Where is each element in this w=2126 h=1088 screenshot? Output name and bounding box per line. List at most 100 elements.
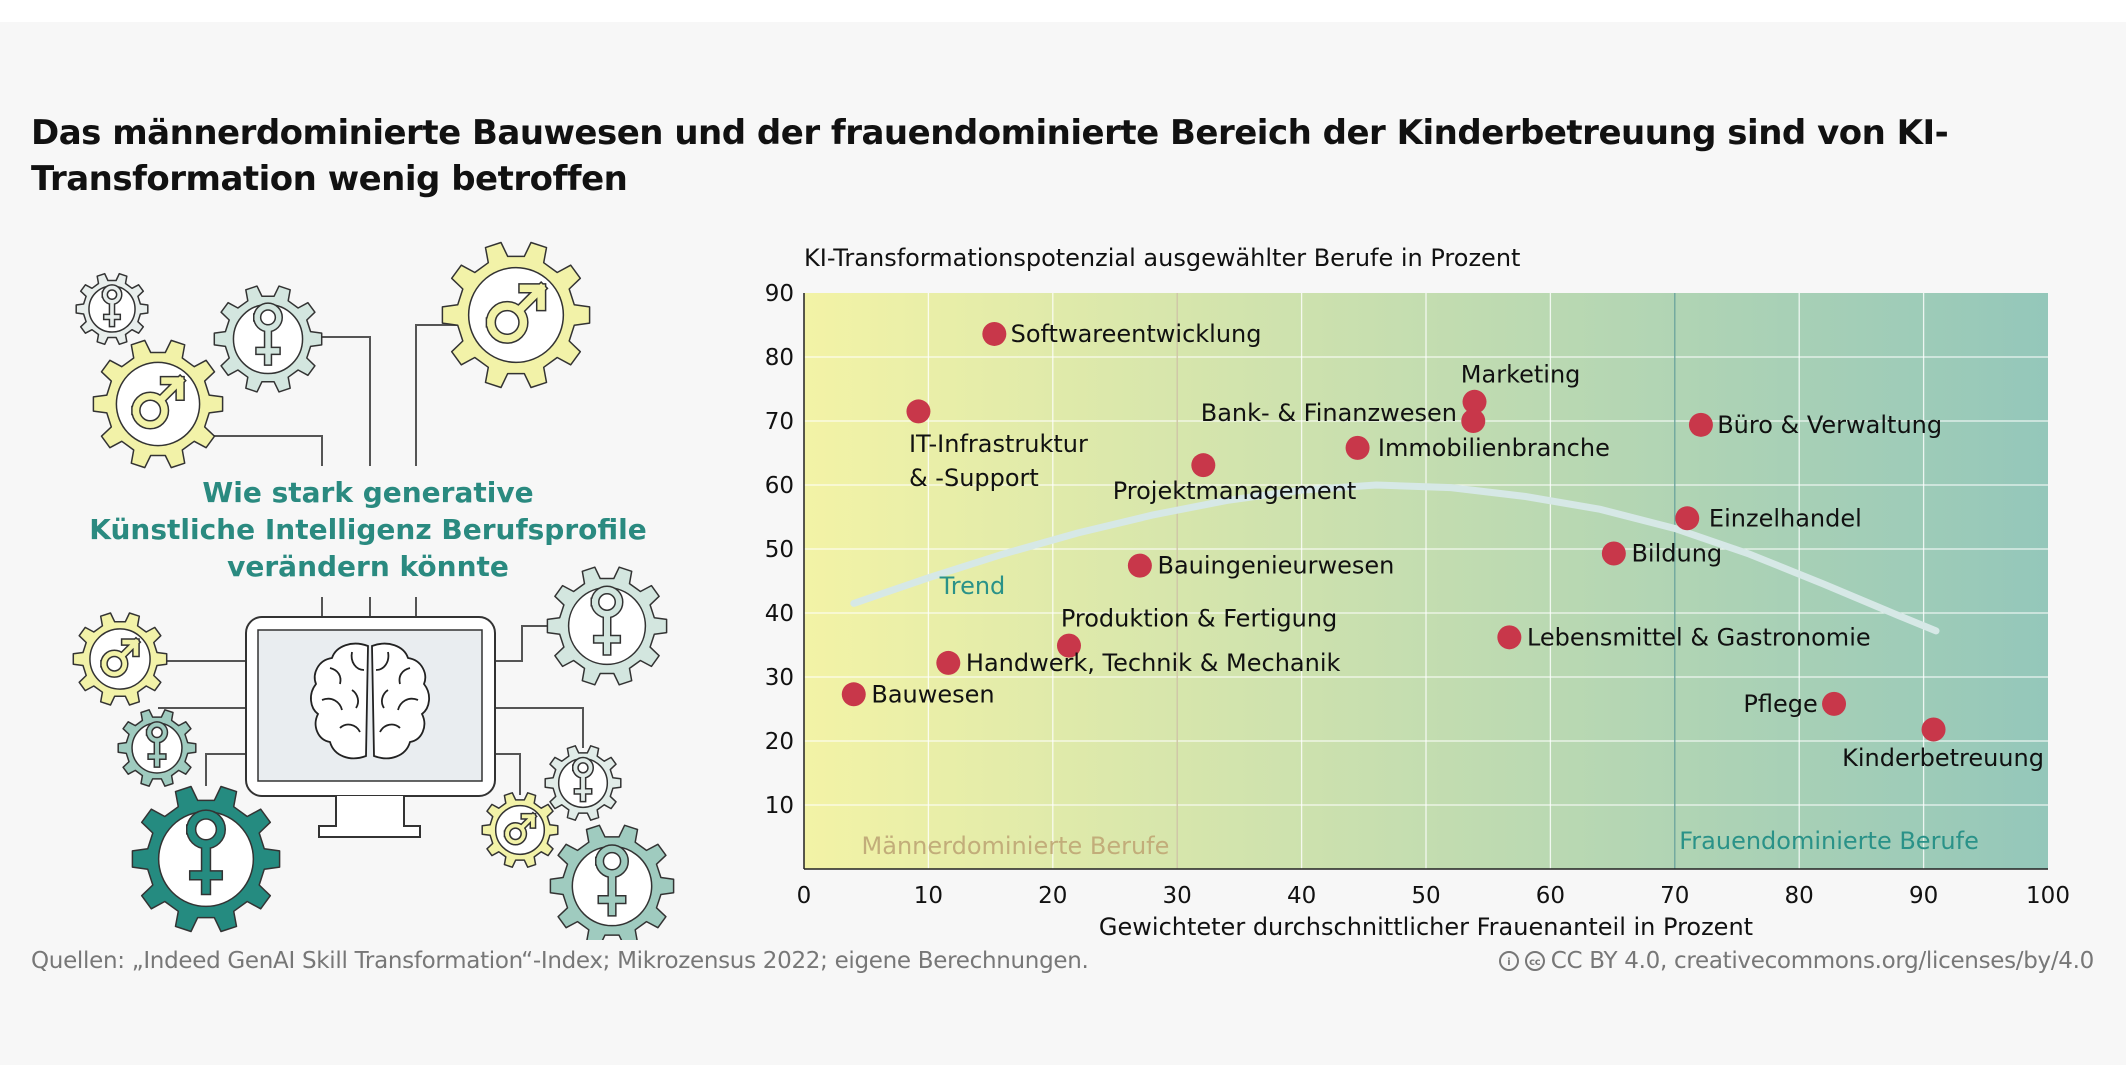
brain-icon: [310, 642, 430, 760]
point-label: Bank- & Finanzwesen: [1201, 399, 1457, 427]
y-tick-label: 20: [765, 729, 794, 755]
data-point: Softwareentwicklung: [982, 320, 1262, 348]
x-tick-label: 30: [1163, 883, 1192, 909]
gear-female-icon: [549, 824, 675, 940]
point-marker: [1601, 541, 1626, 566]
point-marker: [1127, 553, 1152, 578]
data-point: Projektmanagement: [1113, 453, 1357, 505]
point-marker: [1822, 691, 1847, 716]
point-marker: [1497, 625, 1522, 650]
connector-line: [495, 753, 521, 795]
point-marker: [982, 321, 1007, 346]
data-point: Büro & Verwaltung: [1688, 411, 1942, 439]
region-label: Frauendominierte Berufe: [1679, 827, 1979, 855]
data-point: Lebensmittel & Gastronomie: [1497, 623, 1871, 651]
trend-curve: [850, 481, 1940, 635]
data-point: Produktion & Fertigung: [1056, 605, 1337, 658]
trend-label: Trend: [939, 572, 1006, 600]
point-label: Produktion & Fertigung: [1061, 605, 1337, 633]
connector-line: [495, 707, 584, 748]
point-label: Einzelhandel: [1709, 504, 1862, 532]
gear-female-icon: [546, 566, 668, 686]
gears: [72, 241, 675, 940]
point-marker: [1688, 412, 1713, 437]
data-point: Einzelhandel: [1675, 504, 1862, 532]
connector-lines: [158, 324, 584, 795]
y-tick-label: 50: [765, 537, 794, 563]
x-tick-label: 100: [2026, 883, 2070, 909]
y-tick-label: 70: [765, 409, 794, 435]
axes: 0 10 20 30 40 50 60 70 80 90 100 10 20 30 40 50 60 70 80 90: [765, 281, 2070, 909]
data-point: Kinderbetreuung: [1842, 717, 2044, 772]
data-point: Handwerk, Technik & Mechanik: [936, 649, 1341, 677]
license-text: CC BY 4.0, creativecommons.org/licenses/…: [1550, 948, 2095, 974]
scatter-chart: KI-Transformationspotenzial ausgewählter…: [765, 244, 2070, 940]
x-tick-label: 20: [1038, 883, 1067, 909]
point-marker: [1461, 409, 1486, 433]
gear-female-icon: [213, 285, 323, 393]
point-label: Bauingenieurwesen: [1158, 552, 1395, 580]
gear-female-icon: [75, 272, 149, 346]
y-tick-label: 90: [765, 281, 794, 307]
point-marker: [936, 650, 961, 675]
page-title: Das männerdominierte Bauwesen und der fr…: [31, 113, 1949, 199]
license-note[interactable]: i cc CC BY 4.0, creativecommons.org/lice…: [1498, 948, 2095, 974]
cc-icon: cc: [1524, 951, 1545, 971]
trend-line: Trend: [850, 481, 1940, 635]
illustration-line-3: verändern könnte: [227, 550, 509, 583]
gear-male-icon: [441, 241, 591, 389]
point-label: Büro & Verwaltung: [1717, 411, 1942, 439]
point-marker: [1191, 453, 1216, 478]
connector-line: [415, 324, 459, 466]
gear-male-icon: [481, 792, 559, 868]
data-point: Immobilienbranche: [1345, 434, 1610, 462]
point-label: Immobilienbranche: [1378, 434, 1610, 462]
data-point: Bauingenieurwesen: [1127, 552, 1395, 580]
illustration-line-2: Künstliche Intelligenz Berufsprofile: [89, 513, 646, 546]
data-points: Softwareentwicklung IT-Infrastruktur & -Su…: [841, 320, 2044, 772]
y-tick-label: 80: [765, 345, 794, 371]
y-tick-label: 30: [765, 665, 794, 691]
source-note: Quellen: „Indeed GenAI Skill Transformat…: [31, 948, 1089, 974]
y-tick-label: 10: [765, 793, 794, 819]
point-label: Bildung: [1631, 539, 1722, 567]
x-tick-label: 70: [1660, 883, 1689, 909]
cc-by-icon: i: [1498, 951, 1519, 971]
x-tick-label: 60: [1536, 883, 1565, 909]
point-marker: [841, 682, 866, 707]
connector-line: [308, 336, 371, 466]
data-point: Bildung: [1601, 539, 1722, 567]
chart-title: KI-Transformationspotenzial ausgewählter…: [804, 244, 1520, 272]
point-marker: [1345, 435, 1370, 460]
point-label: IT-Infrastruktur: [909, 430, 1088, 458]
data-point: Marketing: [1461, 361, 1580, 414]
point-label: Pflege: [1743, 690, 1817, 718]
connector-line: [205, 753, 246, 786]
data-point: Bank- & Finanzwesen: [1201, 399, 1486, 433]
region-label: Männerdominierte Berufe: [862, 832, 1170, 860]
monitor-icon: [245, 616, 496, 838]
point-label: Projektmanagement: [1113, 477, 1357, 505]
illustration: Wie stark generative Künstliche Intellig…: [72, 241, 675, 940]
x-tick-label: 0: [797, 883, 812, 909]
x-axis-label: Gewichteter durchschnittlicher Frauenant…: [1099, 913, 1753, 940]
y-tick-label: 60: [765, 473, 794, 499]
point-marker: [1056, 633, 1081, 658]
point-marker: [1921, 717, 1946, 742]
data-point: Bauwesen: [841, 680, 995, 708]
point-label: Handwerk, Technik & Mechanik: [966, 649, 1341, 677]
x-tick-label: 40: [1287, 883, 1316, 909]
gear-female-icon: [117, 709, 197, 787]
region-markers: Männerdominierte Berufe Frauendominierte …: [862, 293, 1979, 869]
illustration-line-1: Wie stark generative: [202, 476, 533, 509]
point-label: Bauwesen: [871, 680, 994, 708]
x-tick-label: 90: [1909, 883, 1938, 909]
gear-female-icon: [544, 745, 622, 821]
point-label: & -Support: [909, 464, 1039, 492]
data-point: Pflege: [1743, 690, 1847, 718]
gear-male-icon: [72, 612, 168, 706]
data-point: IT-Infrastruktur & -Support: [906, 399, 1088, 492]
x-tick-label: 80: [1785, 883, 1814, 909]
point-label: Lebensmittel & Gastronomie: [1527, 623, 1871, 651]
gear-male-icon: [92, 339, 224, 469]
